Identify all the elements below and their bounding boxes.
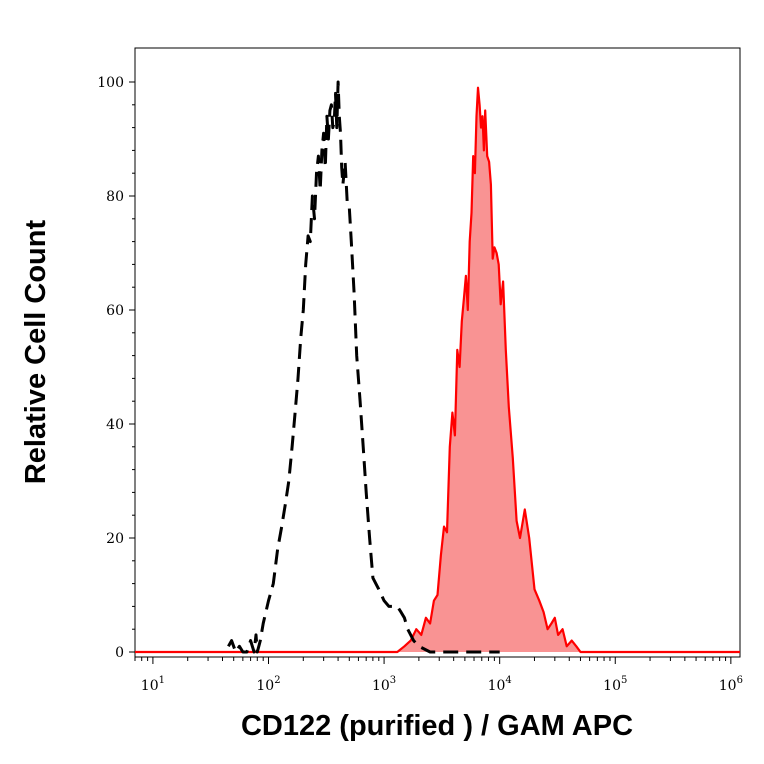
x-tick-label: 102 <box>256 675 280 694</box>
x-tick-label: 106 <box>719 675 743 694</box>
ticks-layer: 0 20 40 60 80 100 101 102 103 104 105 106 <box>97 75 743 694</box>
filled-histogram-line <box>135 86 740 654</box>
x-axis-title: CD122 (purified ) / GAM APC <box>241 710 633 742</box>
y-axis-title: Relative Cell Count <box>20 220 52 485</box>
y-tick-label: 100 <box>97 75 124 91</box>
y-tick-label: 60 <box>106 303 124 319</box>
y-tick-label: 20 <box>106 531 124 547</box>
y-tick-label: 0 <box>115 645 124 661</box>
x-tick-label: 105 <box>603 675 627 694</box>
filled-histogram-area <box>135 87 740 652</box>
x-tick-label: 101 <box>141 675 165 694</box>
plot-frame <box>134 47 741 658</box>
y-tick-label: 40 <box>106 417 124 433</box>
control-histogram-line <box>227 80 500 654</box>
y-tick-label: 80 <box>106 189 124 205</box>
series-layer <box>135 80 740 654</box>
x-tick-label: 104 <box>488 675 512 694</box>
x-tick-label: 103 <box>372 675 396 694</box>
